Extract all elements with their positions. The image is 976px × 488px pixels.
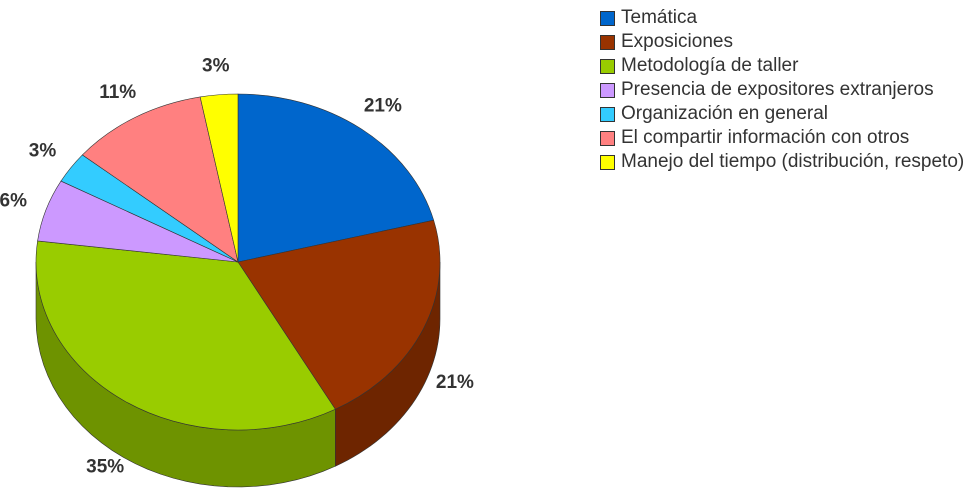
legend-label: El compartir información con otros [621, 127, 910, 148]
legend-label: Presencia de expositores extranjeros [621, 79, 934, 100]
legend-swatch [600, 155, 615, 170]
data-label: 6% [0, 190, 27, 211]
data-label: 21% [364, 96, 402, 117]
legend-swatch [600, 83, 615, 98]
legend-swatch [600, 107, 615, 122]
legend-label: Organización en general [621, 103, 829, 124]
pie-slice [237, 93, 435, 263]
legend-swatch [600, 35, 615, 50]
pie-slice [81, 96, 239, 263]
data-label: 21% [436, 372, 474, 393]
legend-item: Exposiciones [600, 30, 971, 54]
data-label: 35% [86, 456, 124, 477]
legend-item: Manejo del tiempo (distribución, respeto… [600, 150, 971, 174]
chart: 21% 21% 35% 6% 3% 11% 3% [0, 55, 474, 488]
data-label: 3% [202, 55, 230, 76]
legend: Temática Exposiciones Metodología de talle… [600, 6, 971, 174]
legend-label: Manejo del tiempo (distribución, respeto… [621, 151, 965, 172]
pie-slice [35, 240, 336, 431]
legend-item: Organización en general [600, 102, 971, 126]
data-label: 3% [29, 141, 57, 162]
pie-slice [199, 93, 239, 263]
legend-swatch [600, 131, 615, 146]
legend-swatch [600, 11, 615, 26]
legend-label: Exposiciones [621, 31, 733, 52]
legend-item: Temática [600, 6, 971, 30]
legend-label: Metodología de taller [621, 55, 799, 76]
pie-slice [237, 219, 441, 410]
legend-label: Temática [621, 7, 698, 28]
legend-item: Metodología de taller [600, 54, 971, 78]
data-label: 11% [99, 82, 136, 103]
legend-swatch [600, 59, 615, 74]
legend-item: Presencia de expositores extranjeros [600, 78, 971, 102]
legend-item: El compartir información con otros [600, 126, 971, 150]
